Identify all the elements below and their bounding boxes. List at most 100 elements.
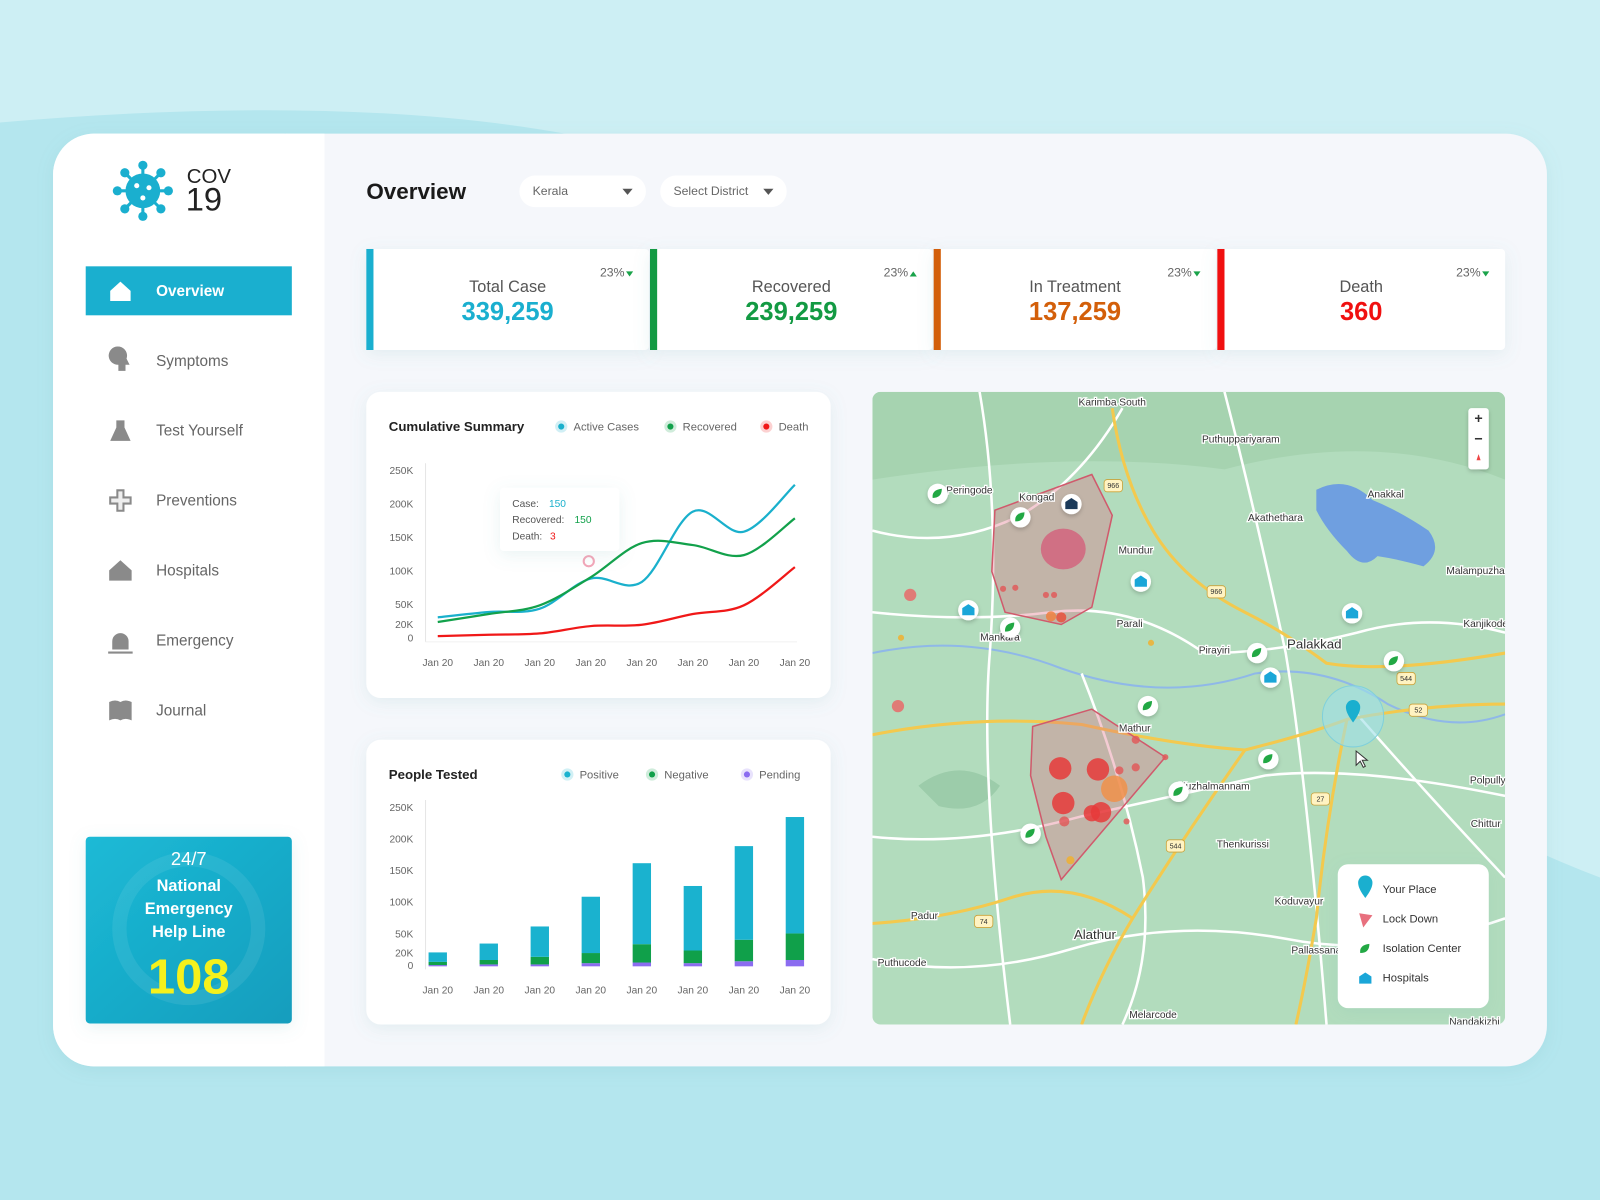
isolation-icon <box>1251 647 1262 658</box>
zoom-controls <box>1468 408 1489 470</box>
bar-segment <box>785 817 805 934</box>
case-dot <box>1052 791 1075 815</box>
zoom-button[interactable]: + <box>1474 411 1482 427</box>
logo-dot <box>134 183 140 189</box>
tooltip-bg <box>500 487 620 552</box>
chart-card: People Tested Positive Negative Pending 0 20K… <box>366 739 831 1025</box>
bar-segment <box>632 863 652 945</box>
isolation-icon <box>1142 701 1153 711</box>
legend-label: Recovered <box>683 422 737 434</box>
hospital-icon <box>1065 497 1078 510</box>
map[interactable]: Karimba South Puthuppariyaram Peringode Kon… <box>872 391 1508 1028</box>
case-dot <box>1012 584 1019 591</box>
stat-label: Death <box>1339 278 1383 296</box>
helpline-hours: 24/7 <box>171 848 207 869</box>
nav-label[interactable]: Overview <box>156 283 224 300</box>
tooltip-value: 150 <box>574 515 591 526</box>
dropdown[interactable]: Kerala <box>519 175 646 208</box>
road-shield <box>1165 839 1186 853</box>
map-legend-icon <box>1359 913 1373 928</box>
map-forest <box>918 770 1000 809</box>
nav-item[interactable]: Preventions <box>109 489 237 512</box>
nav-label[interactable]: Emergency <box>156 632 234 649</box>
y-tick-label: 150K <box>389 866 413 877</box>
nav-icon <box>110 281 131 302</box>
legend-label: Pending <box>759 769 800 781</box>
bar-segment <box>683 963 703 967</box>
logo-spike-tip <box>138 211 148 221</box>
tooltip-label: Death: <box>512 531 542 542</box>
stat-card-bg <box>933 248 1217 350</box>
nav-item[interactable]: Symptoms <box>108 346 229 371</box>
logo-dot <box>140 195 146 201</box>
stat-label: Recovered <box>752 278 831 296</box>
place-label: Akathethara <box>1248 513 1303 524</box>
stat-label: Total Case <box>469 278 546 296</box>
nav-label[interactable]: Symptoms <box>156 353 229 370</box>
nav-item[interactable]: Emergency <box>108 627 234 654</box>
nav-item[interactable]: Test Yourself <box>110 420 244 441</box>
logo-spike-tip <box>120 168 130 178</box>
nav-icon <box>110 420 131 441</box>
nav-label[interactable]: Hospitals <box>156 562 219 579</box>
dropdown-label[interactable]: Kerala <box>533 184 569 198</box>
road-number: 27 <box>1316 795 1324 803</box>
road-shield <box>1396 672 1416 686</box>
helpline-card: 24/7 National Emergency Help Line 108 <box>85 836 292 1024</box>
bar-segment <box>479 960 498 965</box>
place-label: Palakkad <box>1287 636 1342 651</box>
y-tick-label: 250K <box>389 466 413 477</box>
case-dot <box>1115 766 1124 775</box>
helpline-title: Help Line <box>152 923 225 941</box>
place-label: Mathur <box>1119 723 1151 734</box>
stat-change: 23% <box>1167 266 1192 280</box>
case-dot <box>891 700 905 713</box>
place-label: Malampuzha <box>1446 566 1505 577</box>
chart-card: Cumulative Summary Active Cases Recovered D… <box>366 391 831 698</box>
case-dot <box>1045 611 1057 622</box>
helpline-decor <box>112 852 266 1006</box>
nav-label[interactable]: Journal <box>156 702 206 719</box>
nav-item[interactable]: Journal <box>109 700 206 721</box>
isolation-icon <box>1025 828 1035 838</box>
y-tick-label: 0 <box>408 633 414 644</box>
helpline-title: National <box>157 877 221 895</box>
helpline-bg <box>85 836 292 1024</box>
x-tick-label: Jan 20 <box>576 658 607 669</box>
y-tick-label: 250K <box>389 803 413 814</box>
zoom-button[interactable]: − <box>1474 432 1482 448</box>
case-dot <box>1131 735 1140 744</box>
bar-segment <box>479 964 498 967</box>
logo-spike-tip <box>138 160 148 170</box>
bar-segment <box>530 926 549 957</box>
case-dot <box>1131 763 1140 772</box>
compass[interactable] <box>1476 454 1481 461</box>
map-legend: Your Place Lock Down Isolation Center Hospi… <box>1337 864 1489 1009</box>
stat-trend <box>909 271 917 277</box>
bar-segment <box>479 943 498 960</box>
tooltip-value: 3 <box>550 531 556 542</box>
place-label: Koduvayur <box>1275 897 1324 908</box>
dropdown-label[interactable]: Select District <box>673 184 748 198</box>
lockdown-zone <box>1029 708 1167 882</box>
logo-spike-tip <box>112 186 122 196</box>
nav-label[interactable]: Test Yourself <box>156 423 243 440</box>
logo-spike-tip <box>156 204 166 214</box>
dropdown[interactable]: Select District <box>660 175 787 208</box>
tooltip-value: 150 <box>549 499 566 510</box>
stat-card-accent <box>933 248 941 350</box>
place-label: Anakkal <box>1368 490 1404 501</box>
bar-segment <box>428 965 447 967</box>
legend-dot <box>564 771 571 778</box>
x-tick-label: Jan 20 <box>729 986 760 997</box>
stat-label: In Treatment <box>1029 278 1121 296</box>
x-tick-label: Jan 20 <box>473 658 504 669</box>
nav-label[interactable]: Preventions <box>156 493 237 510</box>
nav-item[interactable]: Overview <box>85 266 292 316</box>
stat-trend <box>1193 271 1201 277</box>
y-tick-label: 150K <box>389 533 413 544</box>
hospital-icon <box>962 604 975 616</box>
map-legend-bg <box>1337 864 1489 1009</box>
place-label: Nandakizhi <box>1449 1017 1499 1028</box>
